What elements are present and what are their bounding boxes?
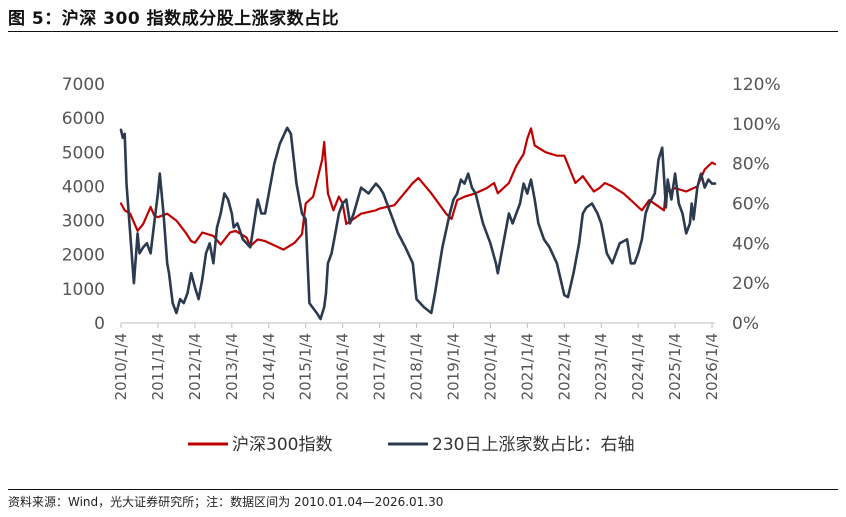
x-tick-label: 2014/1/4 bbox=[260, 333, 278, 400]
x-tick-label: 2023/1/4 bbox=[592, 333, 610, 400]
x-tick-label: 2022/1/4 bbox=[555, 333, 573, 400]
y-right-tick-label: 120% bbox=[732, 75, 781, 95]
x-tick-label: 2017/1/4 bbox=[371, 333, 389, 400]
x-tick-label: 2018/1/4 bbox=[408, 333, 426, 400]
y-right-tick-label: 60% bbox=[732, 195, 770, 215]
x-tick-label: 2021/1/4 bbox=[518, 333, 536, 400]
x-tick-label: 2019/1/4 bbox=[444, 333, 462, 400]
y-left-tick-label: 7000 bbox=[62, 75, 105, 95]
y-left-tick-label: 4000 bbox=[62, 177, 105, 197]
y-left-tick-label: 5000 bbox=[62, 143, 105, 163]
y-left-tick-label: 6000 bbox=[62, 109, 105, 129]
x-tick-label: 2013/1/4 bbox=[223, 333, 241, 400]
x-tick-label: 2024/1/4 bbox=[629, 333, 647, 400]
series-line-advance-ratio bbox=[119, 126, 717, 321]
y-left-tick-label: 0 bbox=[94, 314, 105, 334]
x-tick-label: 2015/1/4 bbox=[297, 333, 315, 400]
y-right-tick-label: 20% bbox=[732, 274, 770, 294]
series-line-csi300 bbox=[119, 127, 717, 251]
x-tick-label: 2020/1/4 bbox=[481, 333, 499, 400]
legend-label-csi300: 沪深300指数 bbox=[232, 435, 332, 455]
x-tick-label: 2010/1/4 bbox=[112, 333, 130, 400]
y-right-tick-label: 0% bbox=[732, 314, 759, 334]
y-right-tick-label: 100% bbox=[732, 115, 781, 135]
x-tick-label: 2012/1/4 bbox=[186, 333, 204, 400]
title-underline bbox=[8, 31, 838, 32]
y-left-tick-label: 1000 bbox=[62, 280, 105, 300]
source-rule bbox=[8, 489, 838, 490]
series-layer bbox=[119, 126, 717, 321]
legend-label-advance-ratio: 230日上涨家数占比：右轴 bbox=[432, 435, 634, 455]
x-tick-label: 2011/1/4 bbox=[149, 333, 167, 400]
y-left-tick-label: 2000 bbox=[62, 246, 105, 266]
legend: 沪深300指数 230日上涨家数占比：右轴 bbox=[188, 435, 634, 455]
y-right-tick-label: 40% bbox=[732, 234, 770, 254]
x-tick-label: 2026/1/4 bbox=[703, 333, 721, 400]
x-tick-label: 2016/1/4 bbox=[334, 333, 352, 400]
source-note: 资料来源：Wind，光大证券研究所；注：数据区间为 2010.01.04—202… bbox=[8, 495, 444, 509]
axes: 0 1000 2000 3000 4000 5000 6000 7000 0% 20% 40% 60%… bbox=[62, 75, 781, 400]
page-title: 图 5：沪深 300 指数成分股上涨家数占比 bbox=[8, 9, 340, 29]
y-right-tick-label: 80% bbox=[732, 155, 770, 175]
y-left-tick-label: 3000 bbox=[62, 212, 105, 232]
x-tick-label: 2025/1/4 bbox=[666, 333, 684, 400]
